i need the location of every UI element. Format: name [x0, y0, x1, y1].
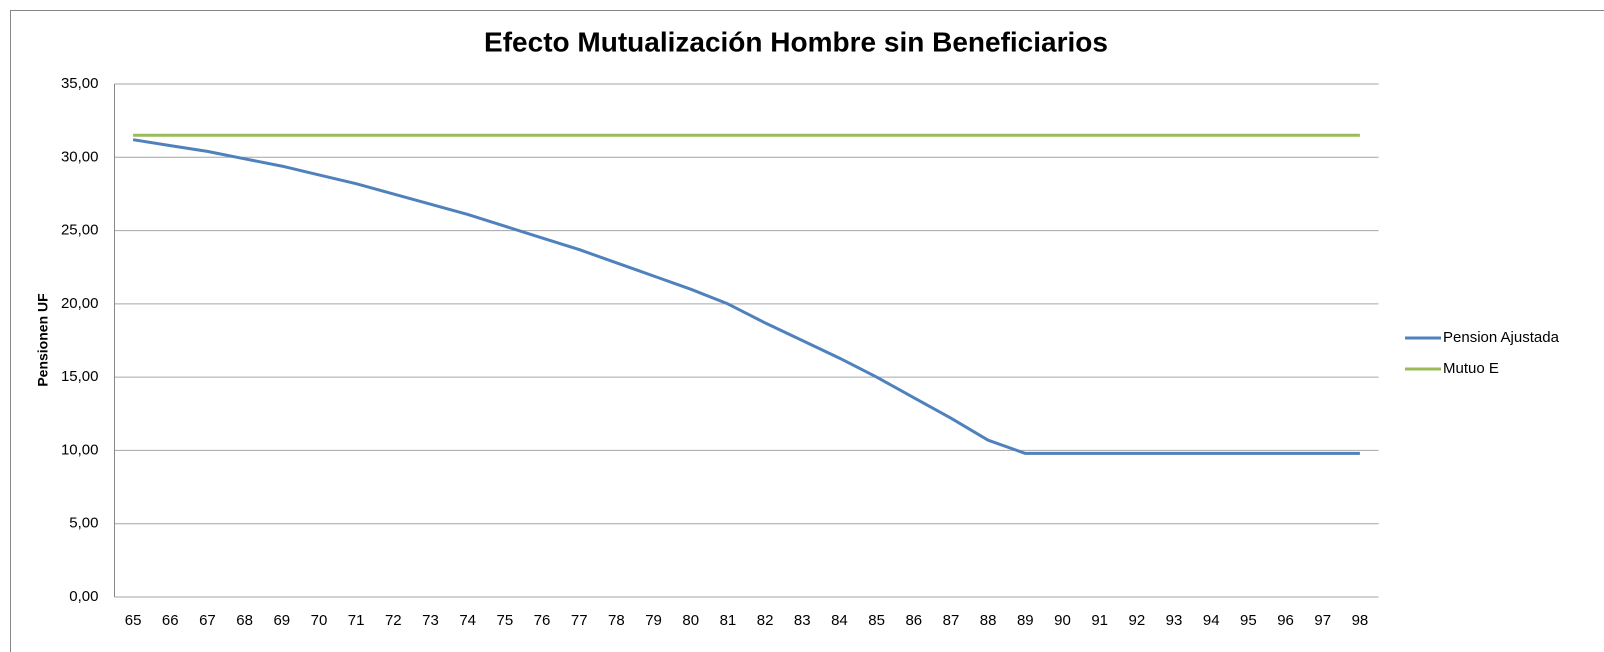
y-tick-label: 35,00 — [61, 75, 99, 92]
x-tick-label: 86 — [905, 612, 922, 629]
x-tick-label: 96 — [1277, 612, 1294, 629]
x-tick-label: 71 — [348, 612, 365, 629]
x-tick-label: 93 — [1166, 612, 1183, 629]
x-tick-label: 68 — [236, 612, 253, 629]
chart-border — [10, 10, 1604, 652]
y-tick-label: 25,00 — [61, 222, 99, 239]
y-axis-label: Pensionen UF — [35, 293, 51, 387]
x-tick-label: 97 — [1314, 612, 1331, 629]
x-tick-label: 65 — [125, 612, 142, 629]
x-tick-label: 78 — [608, 612, 625, 629]
legend-label: Mutuo E — [1443, 360, 1499, 377]
x-tick-label: 77 — [571, 612, 588, 629]
x-tick-label: 85 — [868, 612, 885, 629]
x-tick-label: 73 — [422, 612, 439, 629]
y-tick-label: 0,00 — [69, 588, 98, 605]
y-tick-label: 20,00 — [61, 295, 99, 312]
x-tick-label: 82 — [757, 612, 774, 629]
x-tick-label: 72 — [385, 612, 402, 629]
x-tick-label: 66 — [162, 612, 179, 629]
x-tick-label: 95 — [1240, 612, 1257, 629]
x-tick-label: 89 — [1017, 612, 1034, 629]
x-tick-label: 76 — [534, 612, 551, 629]
x-tick-label: 92 — [1129, 612, 1146, 629]
x-tick-label: 84 — [831, 612, 848, 629]
y-tick-label: 15,00 — [61, 368, 99, 385]
x-tick-label: 70 — [311, 612, 328, 629]
y-tick-label: 10,00 — [61, 441, 99, 458]
x-tick-label: 74 — [459, 612, 476, 629]
x-tick-label: 87 — [943, 612, 960, 629]
x-tick-label: 94 — [1203, 612, 1220, 629]
x-tick-label: 88 — [980, 612, 997, 629]
line-series — [132, 138, 1360, 455]
x-tick-label: 90 — [1054, 612, 1071, 629]
x-tick-label: 75 — [497, 612, 514, 629]
x-tick-label: 67 — [199, 612, 216, 629]
x-tick-label: 81 — [720, 612, 737, 629]
x-tick-label: 79 — [645, 612, 662, 629]
y-tick-label: 30,00 — [61, 148, 99, 165]
x-tick-label: 80 — [682, 612, 699, 629]
x-tick-label: 83 — [794, 612, 811, 629]
chart-title: Efecto Mutualización Hombre sin Benefici… — [484, 26, 1108, 57]
legend-label: Pension Ajustada — [1443, 329, 1560, 346]
x-tick-label: 98 — [1352, 612, 1369, 629]
y-tick-label: 5,00 — [69, 515, 98, 532]
x-tick-label: 69 — [273, 612, 290, 629]
x-tick-label: 91 — [1091, 612, 1108, 629]
